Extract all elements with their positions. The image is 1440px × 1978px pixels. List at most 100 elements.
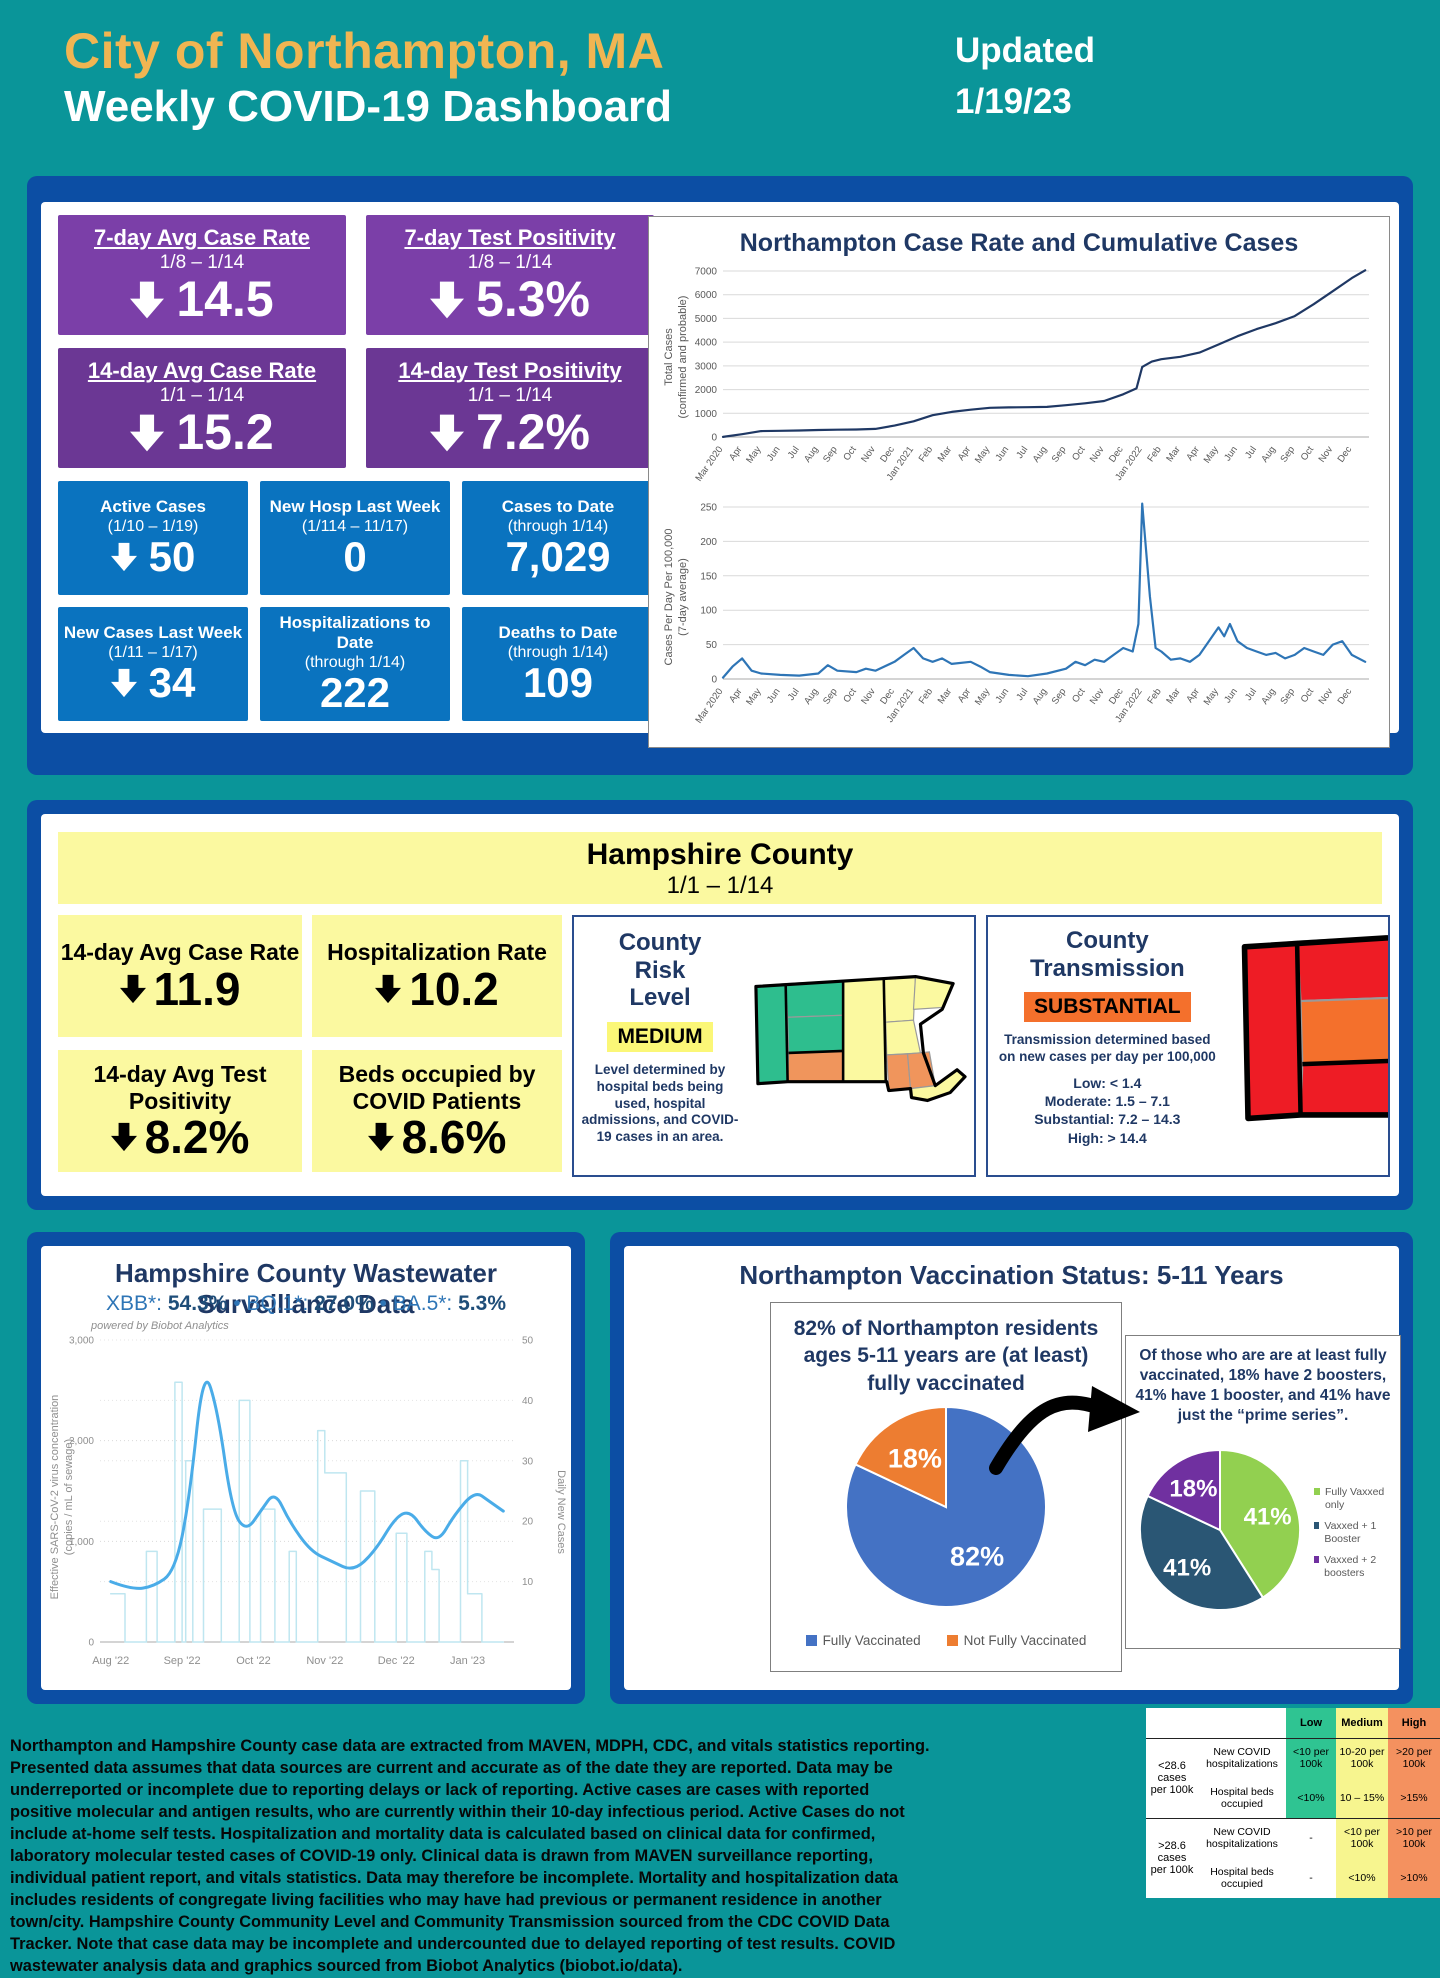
- svg-text:Dec '22: Dec '22: [378, 1655, 415, 1667]
- page-title: City of Northampton, MA: [64, 23, 665, 79]
- transmission-map: [1241, 935, 1388, 1122]
- svg-text:Feb: Feb: [917, 686, 935, 706]
- svg-text:41%: 41%: [1244, 1504, 1292, 1531]
- stat-card-7day-positivity: 7-day Test Positivity 1/8 – 1/14 5.3%: [366, 215, 654, 335]
- wastewater-chart: 0 1,000 2,000 3,000 10 20 30 40 50 Aug '22 Sep '22…: [69, 1336, 534, 1668]
- table-row: Hospital beds occupied - <10% >10%: [1146, 1858, 1440, 1898]
- county-risk-panel: County Risk Level MEDIUM Level determine…: [572, 915, 976, 1177]
- metric-label: New COVID hospitalizations: [1198, 1817, 1286, 1858]
- vaccination-breakdown-pie: 41% 41% 18%: [1139, 1448, 1302, 1612]
- svg-text:Jun: Jun: [993, 686, 1011, 705]
- cell-low: -: [1286, 1817, 1336, 1858]
- svg-text:Jun: Jun: [1222, 444, 1240, 463]
- wastewater-right-axis-label: Daily New Cases: [555, 1470, 567, 1554]
- svg-text:May: May: [1202, 444, 1221, 465]
- threshold-low: Low: < 1.4: [1073, 1074, 1142, 1091]
- table-header-row: Low Medium High: [1146, 1708, 1440, 1738]
- vaccination-section: Northampton Vaccination Status: 5-11 Yea…: [610, 1232, 1413, 1704]
- legend-swatch: [1314, 1556, 1320, 1564]
- stat-card-new-cases: New Cases Last Week (1/11 – 1/17) 34: [58, 607, 248, 721]
- transmission-badge: SUBSTANTIAL: [1024, 992, 1191, 1023]
- stat-title: New Cases Last Week: [63, 623, 243, 643]
- footer-disclaimer: Northampton and Hampshire County case da…: [10, 1737, 930, 1975]
- vaccination-breakdown-panel: Of those who are are at least fully vacc…: [1125, 1335, 1401, 1649]
- stat-range: (1/11 – 1/17): [108, 644, 198, 662]
- stat-range: (through 1/14): [507, 518, 609, 536]
- svg-text:2000: 2000: [695, 385, 718, 396]
- svg-text:Jun: Jun: [765, 444, 783, 463]
- cell-high: >20 per 100k: [1388, 1737, 1440, 1778]
- svg-text:0: 0: [711, 433, 717, 444]
- cell-medium: 10-20 per 100k: [1336, 1737, 1388, 1778]
- risk-level-description: Level determined by hospital beds being …: [581, 1061, 739, 1145]
- wastewater-title: Hampshire County Wastewater Surveillance…: [115, 1258, 497, 1319]
- variant-value: 27.0%: [314, 1292, 374, 1315]
- community-level-table: Low Medium High <28.6 cases per 100k New…: [1146, 1708, 1440, 1898]
- svg-text:1,000: 1,000: [69, 1537, 94, 1548]
- hampshire-card-beds-occupied: Beds occupied by COVID Patients 8.6%: [312, 1050, 562, 1172]
- cell-medium: 10 – 15%: [1336, 1778, 1388, 1818]
- stat-title: New Hosp Last Week: [269, 497, 441, 517]
- svg-text:Dec: Dec: [1336, 686, 1355, 706]
- biobot-credit: powered by Biobot Analytics: [91, 1320, 229, 1332]
- legend-label: Fully Vaxxed only: [1324, 1486, 1385, 1511]
- stat-value: 50: [148, 533, 196, 581]
- svg-text:41%: 41%: [1163, 1555, 1211, 1582]
- svg-text:Mar: Mar: [936, 686, 954, 706]
- threshold-substantial: Substantial: 7.2 – 14.3: [1034, 1111, 1181, 1128]
- table-row: <28.6 cases per 100k New COVID hospitali…: [1146, 1737, 1440, 1818]
- cell-medium: <10%: [1336, 1858, 1388, 1898]
- svg-text:Sep: Sep: [1050, 686, 1069, 706]
- case-rate-chart-panel: Northampton Case Rate and Cumulative Cas…: [648, 216, 1390, 748]
- cumulative-y-axis-label: Total Cases (confirmed and probable): [663, 295, 689, 419]
- svg-text:30: 30: [522, 1456, 534, 1467]
- svg-text:Jul: Jul: [786, 686, 802, 702]
- svg-text:Apr: Apr: [1184, 444, 1201, 462]
- svg-text:Apr: Apr: [956, 444, 973, 462]
- cell-low: <10 per 100k: [1286, 1737, 1336, 1778]
- stat-title: 7-day Test Positivity: [404, 225, 616, 250]
- risk-level-map: [754, 975, 967, 1103]
- wastewater-variants: XBB*: 54.3% • BQ.1*: 27.0% • BA.5*: 5.3%: [47, 1292, 565, 1316]
- stat-value: 5.3%: [476, 271, 590, 327]
- svg-text:18%: 18%: [1169, 1476, 1217, 1503]
- stat-range: (through 1/14): [304, 654, 406, 672]
- down-arrow-icon: [110, 1123, 137, 1152]
- svg-text:Nov: Nov: [1317, 686, 1336, 706]
- svg-text:20: 20: [522, 1517, 534, 1528]
- svg-text:Feb: Feb: [917, 444, 935, 464]
- variant-label: • BA.5*:: [379, 1292, 453, 1315]
- svg-text:Jul: Jul: [1014, 444, 1030, 460]
- col-header-high: High: [1388, 1708, 1440, 1738]
- svg-text:Jun: Jun: [765, 686, 783, 705]
- cell-low: <10%: [1286, 1778, 1336, 1818]
- vaccination-overall-legend: Fully Vaccinated Not Fully Vaccinated: [771, 1633, 1121, 1648]
- hampshire-card-hosp-rate: Hospitalization Rate 10.2: [312, 915, 562, 1037]
- svg-text:Mar: Mar: [1164, 444, 1182, 464]
- svg-text:Sep: Sep: [1278, 686, 1297, 706]
- svg-text:Oct: Oct: [1299, 444, 1317, 463]
- down-arrow-icon: [110, 669, 137, 698]
- down-arrow-icon: [130, 414, 165, 451]
- svg-text:Dec: Dec: [1336, 444, 1355, 464]
- stat-title: 14-day Avg Case Rate: [60, 939, 300, 966]
- risk-panel-title: County Risk Level: [618, 929, 702, 1012]
- threshold-moderate: Moderate: 1.5 – 7.1: [1044, 1093, 1170, 1110]
- legend-item: Vaxxed + 1 Booster: [1314, 1520, 1394, 1545]
- svg-text:Apr: Apr: [727, 444, 744, 462]
- svg-text:May: May: [744, 686, 763, 707]
- county-transmission-panel: County Transmission SUBSTANTIAL Transmis…: [986, 915, 1390, 1177]
- stat-card-active-cases: Active Cases (1/10 – 1/19) 50: [58, 481, 248, 595]
- svg-text:Mar 2020: Mar 2020: [693, 444, 725, 483]
- svg-text:Mar: Mar: [1164, 686, 1182, 706]
- down-arrow-icon: [130, 281, 165, 318]
- stat-value: 8.2%: [144, 1110, 250, 1163]
- legend-swatch: [805, 1635, 817, 1646]
- svg-text:5000: 5000: [695, 314, 718, 325]
- svg-text:Jun: Jun: [993, 444, 1011, 463]
- svg-text:Aug: Aug: [802, 444, 821, 464]
- svg-text:Jun: Jun: [1222, 686, 1240, 705]
- stat-card-14day-positivity: 14-day Test Positivity 1/1 – 1/14 7.2%: [366, 348, 654, 468]
- stat-value: 34: [148, 659, 196, 707]
- svg-text:3000: 3000: [695, 361, 718, 372]
